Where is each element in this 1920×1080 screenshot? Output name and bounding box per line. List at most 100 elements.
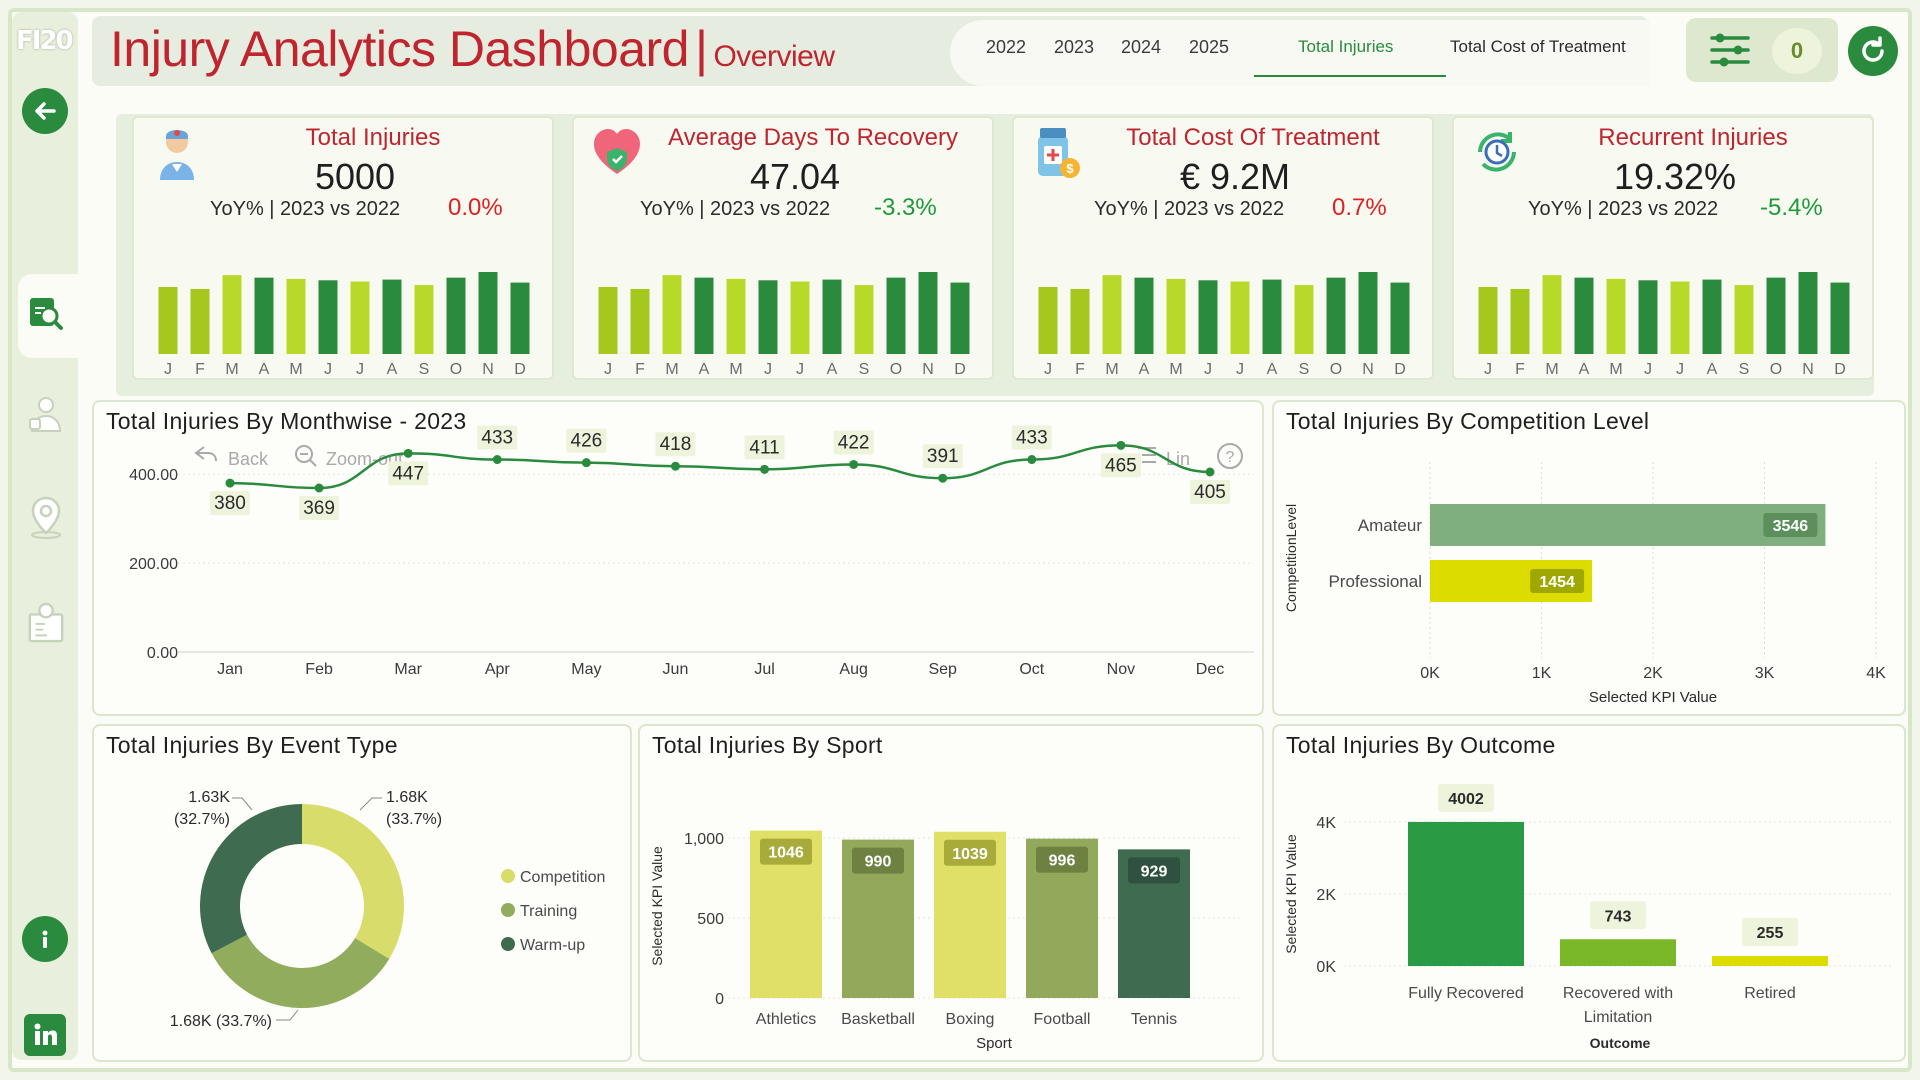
data-point[interactable]: [760, 464, 770, 474]
spark-bar: [726, 278, 746, 354]
y-tick-label: 0K: [1316, 959, 1336, 976]
spark-month-label: A: [1707, 361, 1718, 378]
spark-bar: [1734, 285, 1754, 354]
spark-month-label: J: [1644, 361, 1652, 378]
spark-bar: [1390, 282, 1410, 354]
data-point[interactable]: [1027, 455, 1037, 465]
leader-line: [276, 1009, 299, 1021]
year-filter-2022[interactable]: 2022: [986, 37, 1027, 57]
legend-label[interactable]: Competition: [520, 869, 605, 886]
map-pin-icon: [31, 496, 61, 539]
spark-bar: [1830, 282, 1850, 354]
data-point[interactable]: [849, 459, 859, 469]
spark-month-label: F: [195, 361, 205, 378]
year-filter-2023[interactable]: 2023: [1054, 37, 1095, 57]
data-point[interactable]: [1116, 440, 1126, 450]
analytics-search-icon: [30, 298, 63, 330]
spark-bar: [1326, 277, 1346, 354]
data-point[interactable]: [492, 455, 502, 465]
spark-month-label: A: [827, 361, 838, 378]
chart-title: Total Injuries By Event Type: [106, 732, 398, 758]
y-tick-label: 200.00: [129, 556, 178, 573]
data-point[interactable]: [314, 483, 324, 493]
spark-bar: [1798, 272, 1818, 354]
spark-bar: [478, 272, 498, 354]
kpi-delta: 0.0%: [448, 194, 503, 221]
data-label: 447: [392, 463, 424, 484]
data-point[interactable]: [403, 448, 413, 458]
refresh-button[interactable]: [1848, 26, 1898, 76]
spark-bar: [1070, 288, 1090, 354]
spark-bar: [350, 281, 370, 354]
kpi-card-total-cost[interactable]: $ Total Cost Of Treatment € 9.2M YoY% | …: [1012, 116, 1434, 380]
data-point[interactable]: [1205, 467, 1215, 477]
sidebar-item-players[interactable]: [26, 392, 66, 438]
bar[interactable]: [1560, 939, 1676, 966]
tab-total-cost-of-treatment[interactable]: Total Cost of Treatment: [1450, 37, 1626, 56]
spark-bar: [1542, 275, 1562, 354]
spark-month-label: A: [1267, 361, 1278, 378]
spark-bar: [510, 282, 530, 354]
tab-total-injuries[interactable]: Total Injuries: [1298, 37, 1394, 56]
bar[interactable]: [1430, 504, 1826, 546]
data-label: 418: [660, 434, 692, 455]
data-label-bg: [1190, 480, 1230, 504]
spark-bar: [1038, 286, 1058, 354]
linkedin-button[interactable]: [24, 1014, 66, 1056]
spark-bar: [1294, 285, 1314, 354]
help-button[interactable]: ?: [1217, 443, 1243, 469]
data-point[interactable]: [938, 473, 948, 483]
spark-month-label: J: [604, 361, 612, 378]
slice-label: 1.68K: [386, 789, 428, 806]
kpi-card-total-injuries[interactable]: Total Injuries 5000 YoY% | 2023 vs 2022 …: [132, 116, 554, 380]
sidebar-item-location[interactable]: [26, 494, 66, 540]
category-label: Boxing: [946, 1011, 995, 1028]
spark-bar: [222, 275, 242, 354]
donut-slice[interactable]: [200, 804, 302, 954]
data-point[interactable]: [670, 461, 680, 471]
panel-sport: Total Injuries By Sport 0 500 1,000 Selecte…: [638, 724, 1264, 1062]
zoom-out-button[interactable]: Zoom-out: [295, 445, 403, 469]
spark-bar: [318, 280, 338, 354]
category-label: Fully Recovered: [1408, 985, 1524, 1002]
spark-month-label: M: [729, 361, 742, 378]
bar[interactable]: [1408, 821, 1524, 966]
spark-bar: [1766, 277, 1786, 354]
data-point[interactable]: [225, 478, 235, 488]
back-toolbar-button[interactable]: Back: [194, 446, 269, 469]
info-button[interactable]: [22, 916, 68, 962]
legend-label[interactable]: Warm-up: [520, 937, 585, 954]
cost-report-icon: [28, 602, 64, 643]
x-axis-title: Sport: [976, 1035, 1013, 1052]
x-axis-title: Outcome: [1590, 1035, 1651, 1051]
kpi-value: 19.32%: [1613, 156, 1737, 197]
year-filter-2025[interactable]: 2025: [1189, 37, 1230, 57]
kpi-card-recurrent-injuries[interactable]: Recurrent Injuries 19.32% YoY% | 2023 vs…: [1452, 116, 1874, 380]
chart-title: Total Injuries By Competition Level: [1286, 408, 1650, 434]
legend-swatch: [501, 937, 515, 951]
spark-month-label: D: [1394, 361, 1406, 378]
sidebar-item-overview[interactable]: [26, 290, 66, 336]
spark-bar: [1478, 286, 1498, 354]
kpi-yoy-label: YoY% | 2023 vs 2022: [640, 198, 831, 220]
donut-slice[interactable]: [211, 934, 390, 1008]
spark-month-label: S: [1739, 361, 1750, 378]
sidebar-item-cost[interactable]: [26, 600, 66, 646]
linkedin-icon: [34, 1023, 57, 1045]
category-label: Tennis: [1131, 1011, 1177, 1028]
spark-month-label: A: [1579, 361, 1590, 378]
medicine-coin-icon: $: [1038, 128, 1080, 178]
spark-bar: [1702, 279, 1722, 354]
back-button[interactable]: [22, 88, 68, 134]
legend-swatch: [501, 903, 515, 917]
spark-bar: [694, 277, 714, 354]
active-tab-indicator: [1254, 75, 1446, 77]
bar[interactable]: [1712, 956, 1828, 966]
year-filter-2024[interactable]: 2024: [1121, 37, 1162, 57]
kpi-card-average-days[interactable]: Average Days To Recovery 47.04 YoY% | 20…: [572, 116, 994, 380]
data-point[interactable]: [581, 458, 591, 468]
legend-label[interactable]: Training: [520, 903, 577, 920]
donut-slice[interactable]: [302, 804, 405, 959]
